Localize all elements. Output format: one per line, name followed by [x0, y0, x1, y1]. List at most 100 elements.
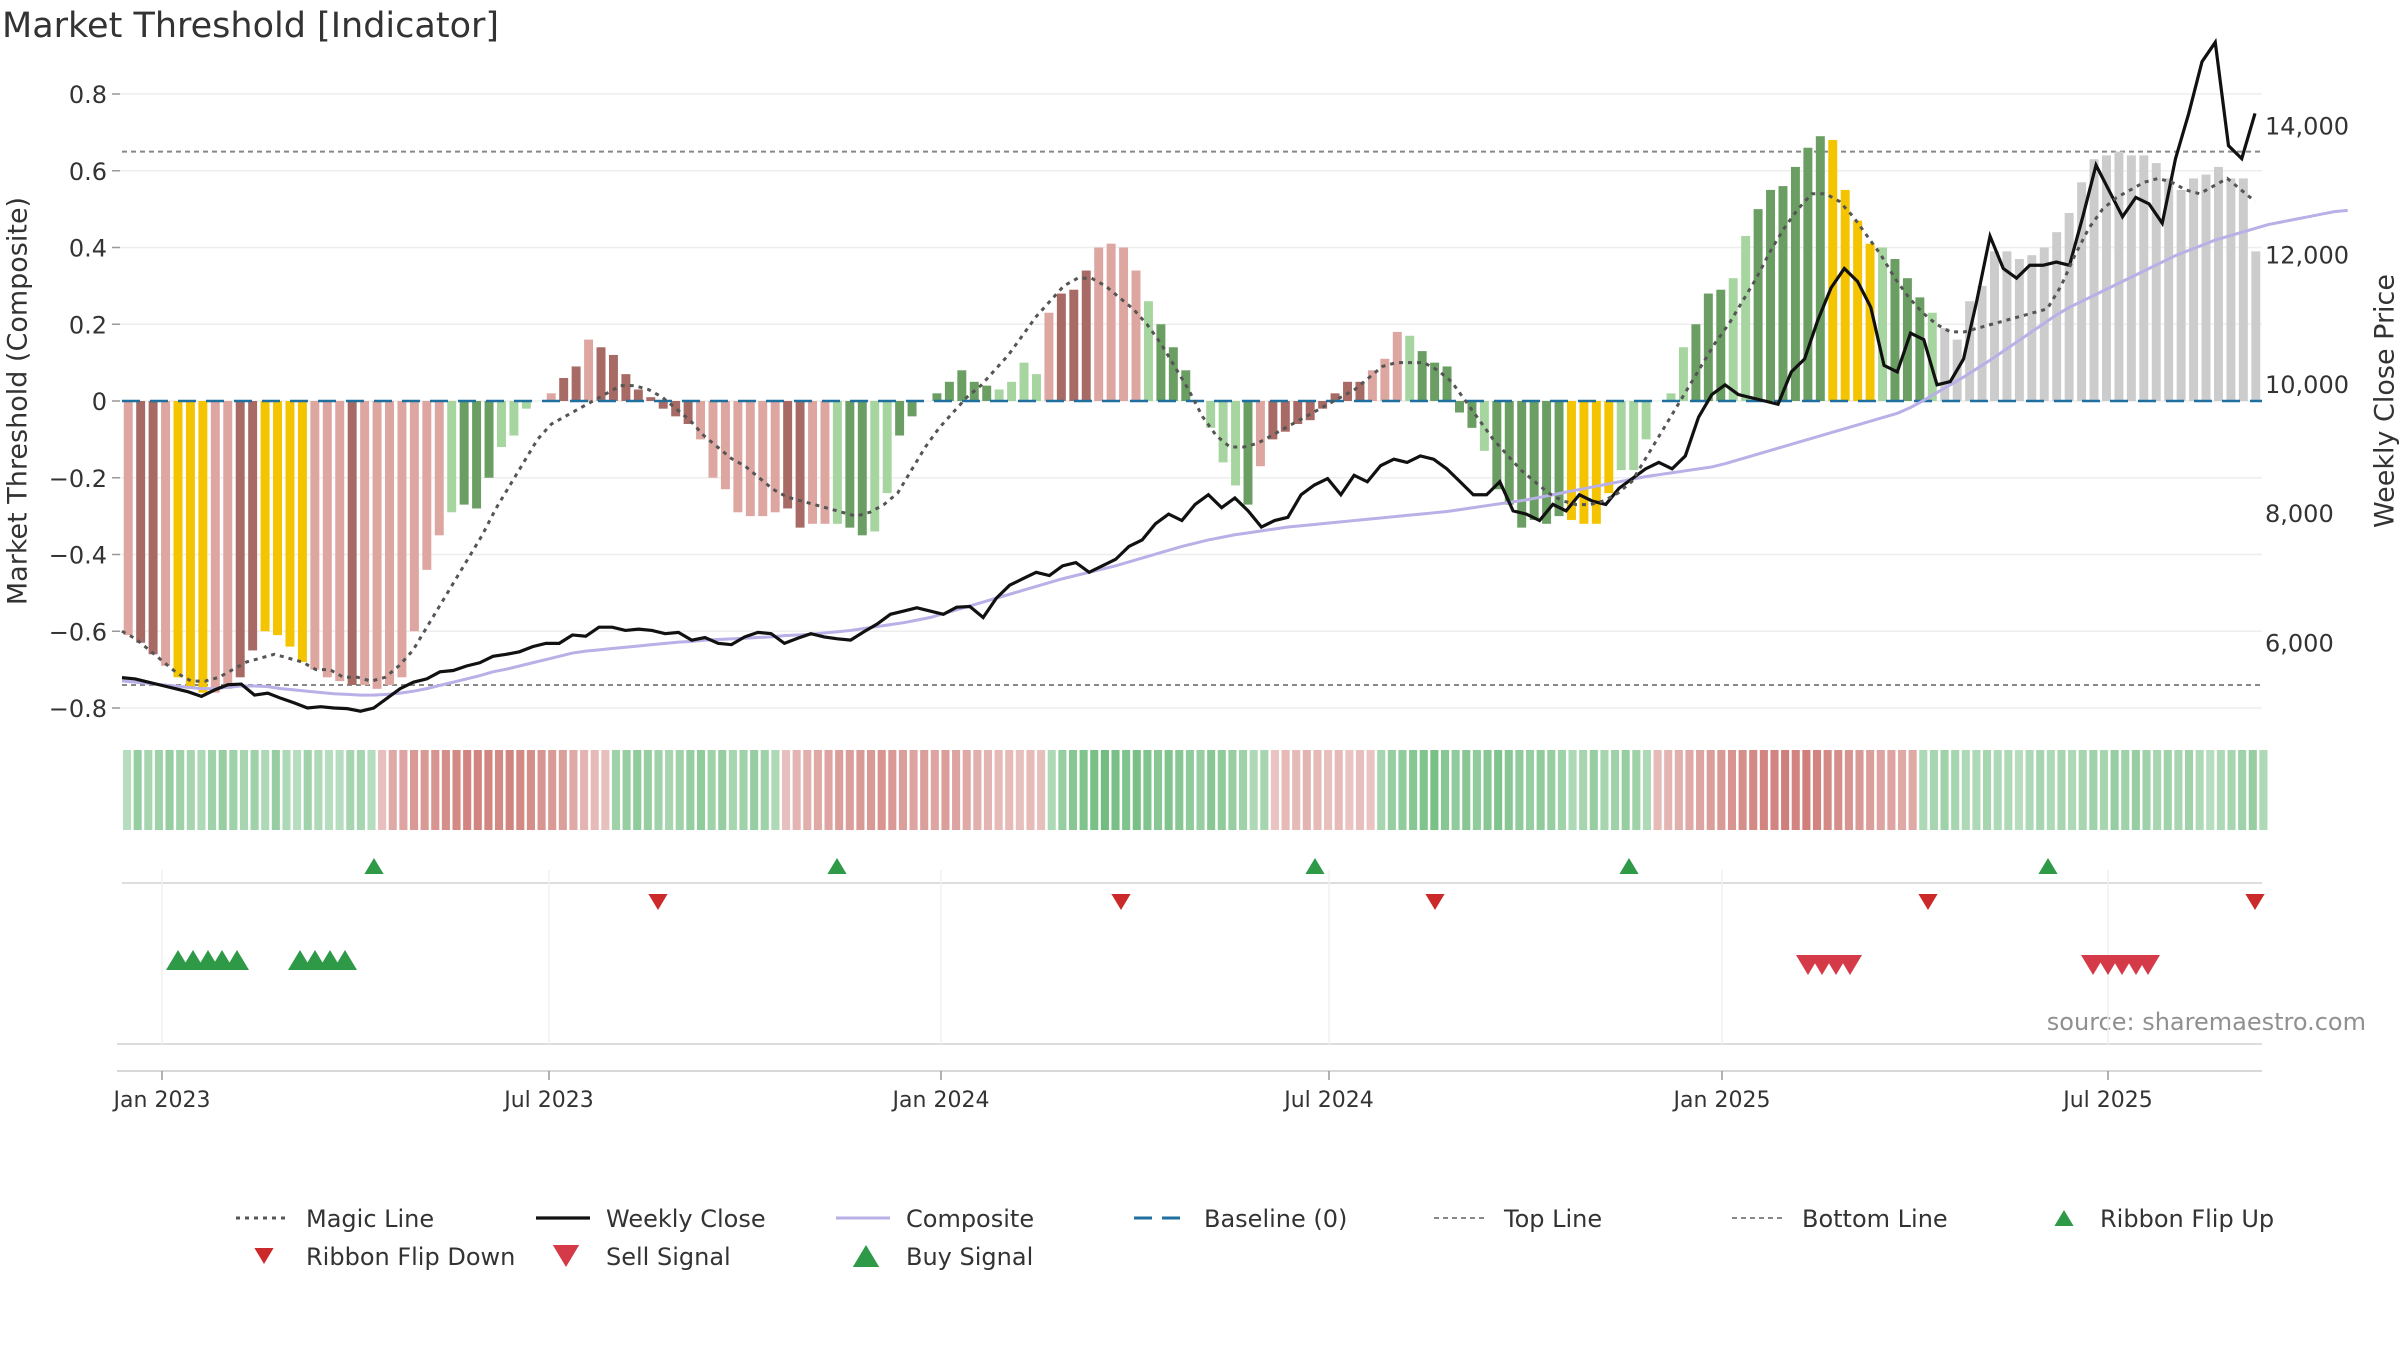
composite-bar: [1106, 243, 1116, 401]
ribbon-cell: [1260, 750, 1269, 830]
ribbon-cell: [930, 750, 939, 830]
ribbon-flip-up-marker: [827, 858, 847, 874]
composite-bar: [1119, 247, 1129, 401]
composite-bar: [1044, 312, 1054, 401]
ribbon-flip-up-marker: [1305, 858, 1325, 874]
composite-bar: [1081, 270, 1091, 401]
ribbon-cell: [208, 750, 217, 830]
composite-bar: [882, 401, 892, 494]
ribbon-cell: [1908, 750, 1917, 830]
ribbon-cell: [1058, 750, 1067, 830]
ribbon-cell: [877, 750, 886, 830]
x-tick-label: Jul 2024: [1282, 1088, 1374, 1113]
ribbon-cell: [399, 750, 408, 830]
ribbon-cell: [1377, 750, 1386, 830]
composite-bar: [496, 401, 506, 448]
composite-bar: [297, 401, 307, 662]
ribbon-cell: [2131, 750, 2140, 830]
left-tick-label: 0: [92, 388, 107, 416]
ribbon-cell: [1047, 750, 1056, 830]
ribbon-cell: [2110, 750, 2119, 830]
ribbon-flip-down-marker: [2245, 894, 2265, 910]
ribbon-cell: [2025, 750, 2034, 830]
ribbon-cell: [1727, 750, 1737, 830]
composite-bar: [1566, 401, 1576, 520]
x-tick-label: Jan 2023: [112, 1088, 211, 1113]
composite-bar: [957, 370, 967, 401]
ribbon-cell: [622, 750, 631, 830]
ribbon-cell: [1951, 750, 1960, 830]
composite-bar: [1741, 235, 1751, 401]
composite-bar: [1479, 401, 1489, 451]
composite-bar: [1069, 289, 1079, 401]
composite-bar: [708, 401, 718, 478]
ribbon-cell: [1855, 750, 1864, 830]
ribbon-cell: [388, 750, 397, 830]
buy-signal-marker: [333, 950, 357, 970]
ribbon-cell: [1876, 750, 1885, 830]
legend-swatch: [852, 1245, 880, 1267]
ribbon-cell: [1387, 750, 1396, 830]
composite-bar: [509, 401, 519, 436]
composite-bar: [1405, 335, 1415, 401]
composite-bar: [347, 401, 357, 685]
ribbon-cell: [261, 750, 270, 830]
composite-bar: [1392, 331, 1402, 401]
ribbon-cell: [1983, 750, 1992, 830]
legend-label: Top Line: [1503, 1205, 1602, 1233]
composite-bar: [1678, 347, 1688, 401]
composite-bar: [1318, 401, 1328, 409]
ribbon-cell: [2195, 750, 2204, 830]
composite-bar: [123, 401, 133, 636]
left-tick-label: −0.8: [49, 695, 107, 723]
ribbon-cell: [1897, 750, 1907, 830]
ribbon-cell: [144, 750, 153, 830]
ribbon-cell: [1568, 750, 1577, 830]
composite-bar: [2077, 182, 2087, 401]
ribbon-cell: [1706, 750, 1715, 830]
composite-bar: [484, 401, 494, 478]
composite-bar: [1815, 136, 1825, 401]
composite-bar: [944, 381, 954, 401]
ribbon-cell: [920, 750, 929, 830]
ribbon-cell: [409, 750, 419, 830]
ribbon-cell: [824, 750, 833, 830]
ribbon-cell: [1717, 750, 1726, 830]
ribbon-cell: [548, 750, 557, 830]
composite-bar: [2189, 178, 2199, 401]
composite-bar: [658, 401, 668, 409]
ribbon-cell: [420, 750, 429, 830]
ribbon-cell: [1015, 750, 1024, 830]
composite-bar: [2251, 251, 2261, 401]
ribbon-cell: [718, 750, 727, 830]
ribbon-cell: [1005, 750, 1014, 830]
ribbon-cell: [952, 750, 961, 830]
ribbon-cell: [1153, 750, 1163, 830]
composite-bar: [932, 393, 942, 401]
ribbon-cell: [803, 750, 812, 830]
ribbon-cell: [537, 750, 546, 830]
ribbon-cell: [1228, 750, 1237, 830]
composite-bar: [185, 401, 195, 689]
ribbon-cell: [1579, 750, 1588, 830]
ribbon-cell: [526, 750, 535, 830]
ribbon-cell: [1547, 750, 1556, 830]
ribbon-cell: [1940, 750, 1949, 830]
ribbon-cell: [728, 750, 737, 830]
composite-bar: [1019, 362, 1029, 401]
composite-bar: [559, 377, 569, 401]
composite-bar: [1728, 278, 1738, 401]
composite-bar: [907, 401, 917, 417]
ribbon-cell: [335, 750, 344, 830]
composite-bar: [758, 401, 768, 517]
composite-bar: [1641, 401, 1651, 440]
ribbon-cell: [1270, 750, 1279, 830]
source-note: source: sharemaestro.com: [2046, 1008, 2366, 1036]
legend-label: Bottom Line: [1802, 1205, 1948, 1233]
ribbon-cell: [303, 750, 312, 830]
ribbon-cell: [250, 750, 259, 830]
ribbon-flip-down-marker: [1111, 894, 1131, 910]
composite-bar: [2002, 251, 2012, 401]
ribbon-cell: [590, 750, 599, 830]
composite-bar: [1455, 401, 1464, 413]
